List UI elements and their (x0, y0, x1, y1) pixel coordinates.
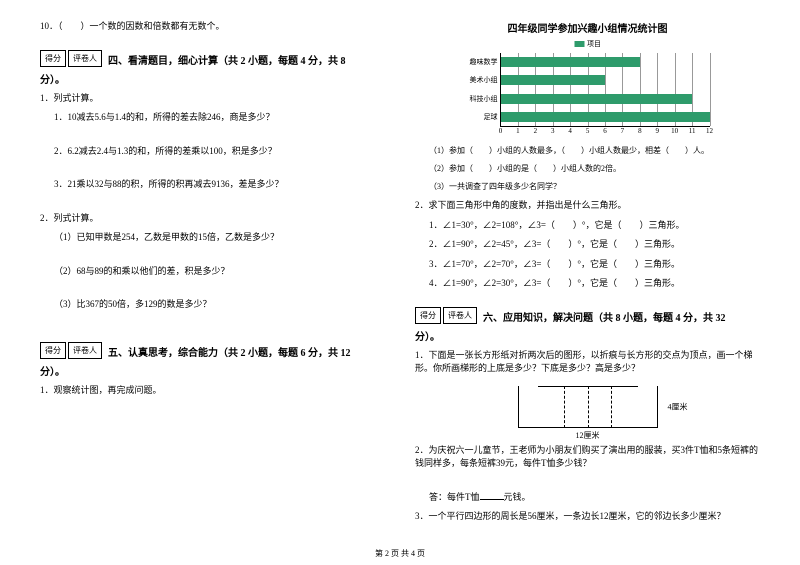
section4-header: 得分 评卷人 四、看清题目，细心计算（共 2 小题，每题 4 分，共 8 (40, 50, 385, 67)
section5-title: 五、认真思考，综合能力（共 2 小题，每题 6 分，共 12 (108, 342, 385, 359)
score-label: 得分 (40, 342, 66, 359)
chart-legend: 项目 (574, 39, 601, 49)
s4-2-2: （2）68与89的和乘以他们的差，积是多少？ (40, 265, 385, 279)
grader-label: 评卷人 (443, 307, 477, 324)
score-box: 得分 评卷人 (40, 342, 102, 359)
y-category-label: 科技小组 (470, 94, 501, 104)
r-q2-2: 2．∠1=90°，∠2=45°，∠3=（ ）°，它是（ ）三角形。 (415, 238, 760, 252)
chart-q2: （2）参加（ ）小组的是（ ）小组人数的2倍。 (415, 163, 760, 175)
section6-title: 六、应用知识，解决问题（共 8 小题，每题 4 分，共 32 (483, 307, 760, 324)
trap-base-label: 12厘米 (576, 428, 600, 441)
x-tick-label: 12 (706, 126, 713, 135)
q10: 10．（ ）一个数的因数和倍数都有无数个。 (40, 20, 385, 34)
s6-3: 3．一个平行四边形的周长是56厘米，一条边长12厘米，它的邻边长多少厘米？ (415, 510, 760, 524)
page-columns: 10．（ ）一个数的因数和倍数都有无数个。 得分 评卷人 四、看清题目，细心计算… (40, 20, 760, 530)
s6-1: 1．下面是一张长方形纸对折两次后的图形，以折痕与长方形的交点为顶点，画一个梯形。… (415, 349, 760, 376)
x-tick-label: 6 (603, 126, 607, 135)
r-q2-1: 1．∠1=30°，∠2=108°，∠3=（ ）°，它是（ ）三角形。 (415, 219, 760, 233)
grader-label: 评卷人 (68, 342, 102, 359)
s4-1-1: 1．10减去5.6与1.4的和，所得的差去除246，商是多少？ (40, 111, 385, 125)
bar (501, 57, 640, 67)
page-footer: 第 2 页 共 4 页 (0, 548, 800, 559)
trap-side (518, 386, 519, 428)
s5-1: 1．观察统计图，再完成问题。 (40, 384, 385, 398)
score-box: 得分 评卷人 (415, 307, 477, 324)
legend-label: 项目 (587, 39, 601, 49)
chart-title: 四年级同学参加兴趣小组情况统计图 (415, 20, 760, 35)
bar (501, 112, 710, 122)
x-tick-label: 2 (534, 126, 538, 135)
x-tick-label: 5 (586, 126, 590, 135)
x-tick-label: 8 (638, 126, 642, 135)
grid-line (710, 53, 711, 126)
s6-2: 2．为庆祝六一儿童节，王老师为小朋友们购买了演出用的服装，买3件T恤和5条短裤的… (415, 444, 760, 471)
r-q2: 2．求下面三角形中角的度数，并指出是什么三角形。 (415, 199, 760, 213)
y-category-label: 趣味数学 (470, 57, 501, 67)
s6-2-answer: 答：每件T恤 元钱。 (415, 491, 760, 505)
trap-side (657, 386, 658, 428)
s4-1: 1．列式计算。 (40, 92, 385, 106)
bar (501, 75, 606, 85)
score-label: 得分 (415, 307, 441, 324)
trapezoid-figure: 4厘米 12厘米 (518, 386, 658, 428)
s4-2-1: （1）已知甲数是254，乙数是甲数的15倍，乙数是多少？ (40, 231, 385, 245)
section4-cont: 分）。 (40, 71, 385, 86)
s4-2-3: （3）比367的50倍，多129的数是多少？ (40, 298, 385, 312)
chart-q3: （3）一共调查了四年级多少名同学？ (415, 181, 760, 193)
r-q2-4: 4．∠1=90°，∠2=30°，∠3=（ ）°，它是（ ）三角形。 (415, 277, 760, 291)
ans-suffix: 元钱。 (504, 492, 531, 502)
section5-cont: 分）。 (40, 363, 385, 378)
fold-line (588, 386, 589, 428)
chart-q1: （1）参加（ ）小组的人数最多，（ ）小组人数最少，相差（ ）人。 (415, 145, 760, 157)
x-tick-label: 3 (551, 126, 555, 135)
x-tick-label: 4 (568, 126, 572, 135)
ans-prefix: 答：每件T恤 (429, 492, 480, 502)
bar-chart: 项目 0123456789101112趣味数学美术小组科技小组足球 (458, 39, 718, 139)
x-tick-label: 11 (689, 126, 696, 135)
section6-cont: 分）。 (415, 328, 760, 343)
r-q2-3: 3．∠1=70°，∠2=70°，∠3=（ ）°，它是（ ）三角形。 (415, 258, 760, 272)
grader-label: 评卷人 (68, 50, 102, 67)
right-column: 四年级同学参加兴趣小组情况统计图 项目 0123456789101112趣味数学… (415, 20, 760, 530)
x-tick-label: 7 (621, 126, 625, 135)
section6-header: 得分 评卷人 六、应用知识，解决问题（共 8 小题，每题 4 分，共 32 (415, 307, 760, 324)
legend-swatch (574, 41, 584, 47)
y-category-label: 足球 (484, 112, 501, 122)
y-category-label: 美术小组 (470, 75, 501, 85)
fold-line (611, 386, 612, 428)
x-tick-label: 0 (499, 126, 503, 135)
trap-height-label: 4厘米 (668, 401, 688, 412)
chart-plot-area: 0123456789101112趣味数学美术小组科技小组足球 (500, 53, 710, 127)
answer-blank[interactable] (480, 499, 504, 500)
left-column: 10．（ ）一个数的因数和倍数都有无数个。 得分 评卷人 四、看清题目，细心计算… (40, 20, 385, 530)
x-tick-label: 10 (671, 126, 678, 135)
s4-1-2: 2．6.2减去2.4与1.3的和，所得的差乘以100，积是多少？ (40, 145, 385, 159)
s4-2: 2．列式计算。 (40, 212, 385, 226)
section5-header: 得分 评卷人 五、认真思考，综合能力（共 2 小题，每题 6 分，共 12 (40, 342, 385, 359)
score-box: 得分 评卷人 (40, 50, 102, 67)
score-label: 得分 (40, 50, 66, 67)
x-tick-label: 9 (656, 126, 660, 135)
section4-title: 四、看清题目，细心计算（共 2 小题，每题 4 分，共 8 (108, 50, 385, 67)
x-tick-label: 1 (516, 126, 520, 135)
s4-1-3: 3．21乘以32与88的积，所得的积再减去9136，差是多少？ (40, 178, 385, 192)
bar (501, 94, 693, 104)
fold-line (564, 386, 565, 428)
